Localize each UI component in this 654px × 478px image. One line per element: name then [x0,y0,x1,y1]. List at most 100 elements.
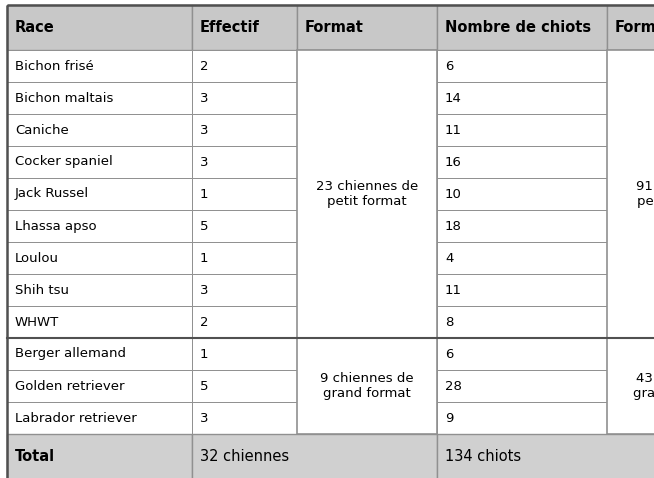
Bar [192,210,297,242]
Bar [192,274,297,306]
Bar [607,50,654,82]
Bar [437,82,607,114]
Text: 9 chiennes de
grand format: 9 chiennes de grand format [320,372,414,400]
Text: Total: Total [15,449,55,464]
Text: 1: 1 [200,251,209,264]
Bar [7,82,192,114]
Text: Bichon frisé: Bichon frisé [15,59,94,73]
Bar [607,370,654,402]
Bar [192,338,297,370]
Bar [607,82,654,114]
Bar [607,210,654,242]
Text: 2: 2 [200,315,209,328]
Text: 3: 3 [200,155,209,169]
Bar [192,178,297,210]
Text: 11: 11 [445,283,462,296]
Text: 5: 5 [200,380,209,392]
Bar [437,338,607,370]
Bar [297,338,437,434]
Text: Golden retriever: Golden retriever [15,380,124,392]
Text: 3: 3 [200,412,209,424]
Text: 6: 6 [445,348,453,360]
Bar [607,274,654,306]
Text: 43 chiots de
grand format: 43 chiots de grand format [633,372,654,400]
Text: Bichon maltais: Bichon maltais [15,91,113,105]
Bar [437,434,654,478]
Text: 23 chiennes de
petit format: 23 chiennes de petit format [316,180,418,208]
Bar [437,5,607,50]
Bar [607,338,654,434]
Text: Format: Format [305,20,364,35]
Bar [7,114,192,146]
Bar [437,210,607,242]
Bar [607,5,654,50]
Bar [437,242,607,274]
Text: Shih tsu: Shih tsu [15,283,69,296]
Text: 18: 18 [445,219,462,232]
Bar [297,178,437,210]
Bar [192,370,297,402]
Bar [437,370,607,402]
Bar [297,306,437,338]
Bar [7,146,192,178]
Bar [297,114,437,146]
Text: 3: 3 [200,91,209,105]
Text: 2: 2 [200,59,209,73]
Text: Lhassa apso: Lhassa apso [15,219,97,232]
Bar [7,338,192,370]
Bar [437,114,607,146]
Text: 91 chiots de
petit format: 91 chiots de petit format [636,180,654,208]
Bar [297,338,437,370]
Text: 9: 9 [445,412,453,424]
Bar [607,178,654,210]
Bar [607,402,654,434]
Bar [437,402,607,434]
Text: Labrador retriever: Labrador retriever [15,412,137,424]
Bar [7,50,192,82]
Bar [7,242,192,274]
Bar [297,5,437,50]
Text: 3: 3 [200,283,209,296]
Bar [607,242,654,274]
Bar [7,402,192,434]
Text: 14: 14 [445,91,462,105]
Bar [607,146,654,178]
Bar [607,114,654,146]
Text: 4: 4 [445,251,453,264]
Bar [437,146,607,178]
Bar [607,50,654,338]
Text: 3: 3 [200,123,209,137]
Bar [192,114,297,146]
Bar [297,242,437,274]
Bar [192,50,297,82]
Bar [437,178,607,210]
Bar [297,50,437,338]
Text: 6: 6 [445,59,453,73]
Bar [297,210,437,242]
Bar [437,274,607,306]
Bar [192,402,297,434]
Bar [437,306,607,338]
Bar [7,210,192,242]
Text: Caniche: Caniche [15,123,69,137]
Text: 5: 5 [200,219,209,232]
Text: 1: 1 [200,187,209,200]
Bar [7,306,192,338]
Text: Nombre de chiots: Nombre de chiots [445,20,591,35]
Bar [192,5,297,50]
Text: 32 chiennes: 32 chiennes [200,449,289,464]
Bar [607,306,654,338]
Text: Berger allemand: Berger allemand [15,348,126,360]
Text: 10: 10 [445,187,462,200]
Text: Effectif: Effectif [200,20,260,35]
Bar [7,274,192,306]
Text: WHWT: WHWT [15,315,60,328]
Bar [7,370,192,402]
Text: Jack Russel: Jack Russel [15,187,89,200]
Text: 11: 11 [445,123,462,137]
Bar [607,338,654,370]
Bar [297,82,437,114]
Bar [192,146,297,178]
Bar [297,370,437,402]
Text: 1: 1 [200,348,209,360]
